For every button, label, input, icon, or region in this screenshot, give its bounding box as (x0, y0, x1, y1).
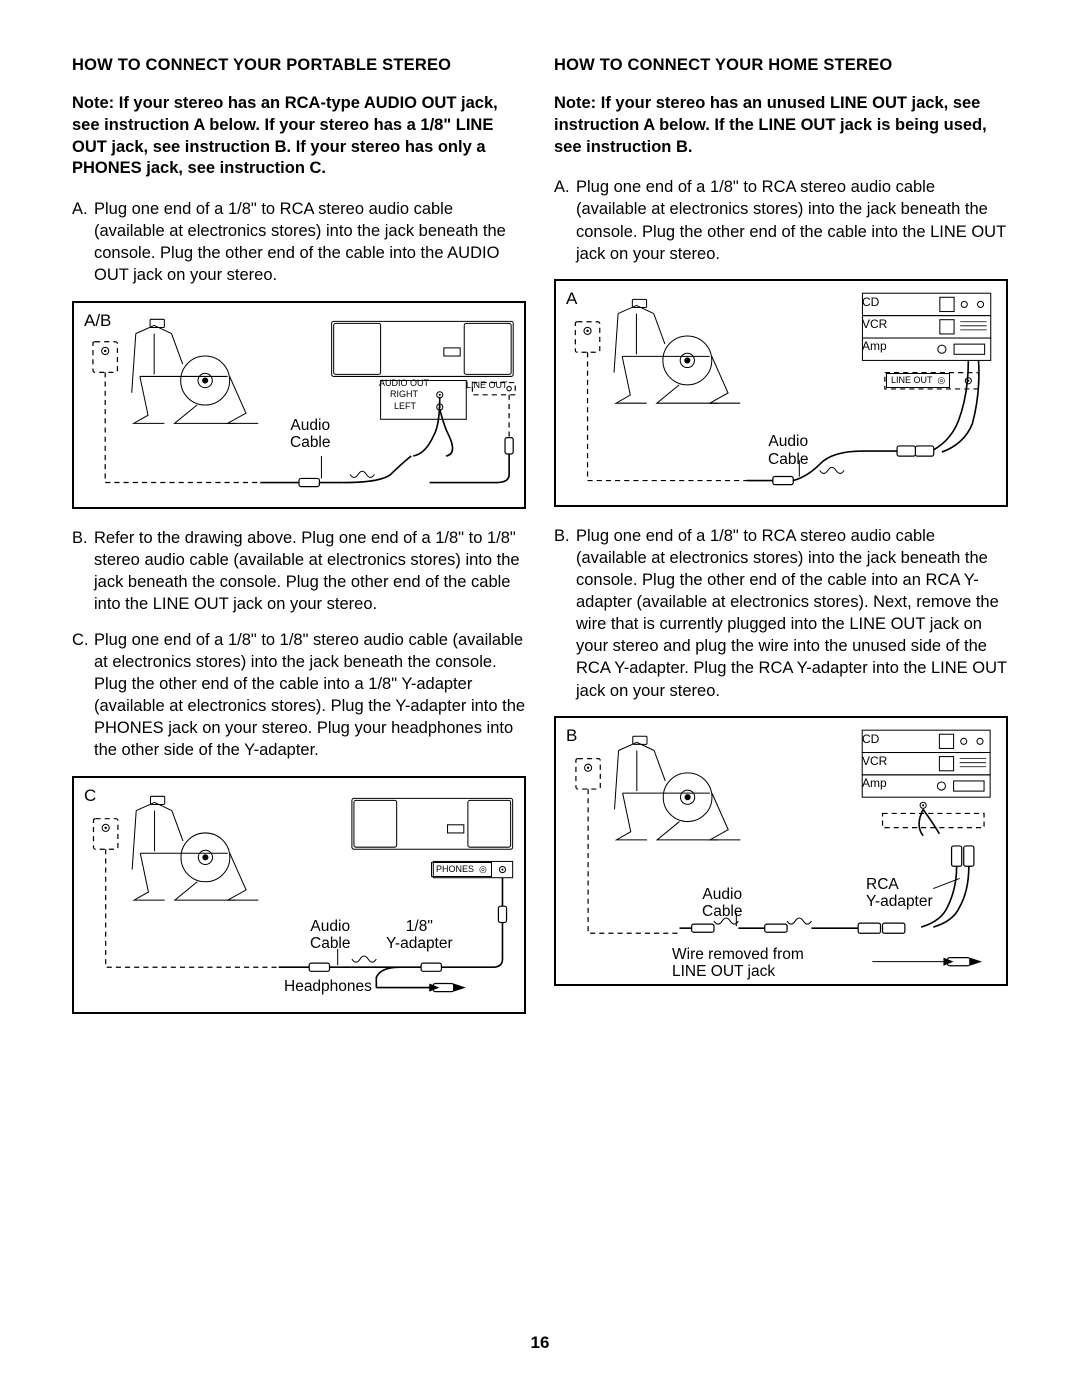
left-column: HOW TO CONNECT YOUR PORTABLE STEREO Note… (72, 56, 526, 1032)
step-letter: A. (554, 176, 576, 198)
label-amp: Amp (862, 776, 887, 790)
left-step-a: A. Plug one end of a 1/8" to RCA stereo … (72, 198, 526, 286)
left-steps: A. Plug one end of a 1/8" to RCA stereo … (72, 198, 526, 286)
label-audio-cable: AudioCable (768, 433, 809, 469)
step-text: Plug one end of a 1/8" to RCA stereo aud… (94, 198, 526, 286)
label-y-adapter: 1/8"Y-adapter (386, 918, 453, 954)
diagram-corner-label: A (566, 289, 577, 309)
label-headphones: Headphones (284, 978, 372, 996)
right-heading: HOW TO CONNECT YOUR HOME STEREO (554, 56, 1008, 75)
label-audio-cable: AudioCable (702, 886, 743, 922)
left-steps-bc: B. Refer to the drawing above. Plug one … (72, 527, 526, 762)
step-letter: A. (72, 198, 94, 220)
right-step-a: A. Plug one end of a 1/8" to RCA stereo … (554, 176, 1008, 264)
label-amp: Amp (862, 339, 887, 353)
step-letter: B. (72, 527, 94, 549)
diagram-b-home: B (554, 716, 1008, 986)
label-cd: CD (862, 295, 879, 309)
left-note: Note: If your stereo has an RCA-type AUD… (72, 93, 526, 180)
right-step-b: B. Plug one end of a 1/8" to RCA stereo … (554, 525, 1008, 702)
step-text: Plug one end of a 1/8" to 1/8" stereo au… (94, 629, 526, 762)
diagram-corner-label: A/B (84, 311, 111, 331)
right-column: HOW TO CONNECT YOUR HOME STEREO Note: If… (554, 56, 1008, 1032)
label-audio-out: AUDIO OUT (379, 378, 429, 388)
label-rca-y: RCAY-adapter (866, 876, 933, 912)
label-vcr: VCR (862, 754, 887, 768)
diagram-b-home-svg (556, 718, 1006, 984)
diagram-ab-portable: A/B (72, 301, 526, 509)
page-number: 16 (0, 1333, 1080, 1353)
diagram-corner-label: B (566, 726, 577, 746)
label-wire-removed: Wire removed fromLINE OUT jack (672, 946, 804, 982)
left-step-b: B. Refer to the drawing above. Plug one … (72, 527, 526, 615)
label-vcr: VCR (862, 317, 887, 331)
diagram-c-svg (74, 778, 524, 1012)
step-letter: B. (554, 525, 576, 547)
step-text: Plug one end of a 1/8" to RCA stereo aud… (576, 525, 1008, 702)
diagram-corner-label: C (84, 786, 96, 806)
right-steps-a: A. Plug one end of a 1/8" to RCA stereo … (554, 176, 1008, 264)
label-left: LEFT (394, 401, 416, 411)
label-phones: PHONES ◎ (431, 861, 492, 879)
diagram-c-portable: C (72, 776, 526, 1014)
diagram-ab-svg (74, 303, 524, 507)
manual-page: HOW TO CONNECT YOUR PORTABLE STEREO Note… (0, 0, 1080, 1397)
left-heading: HOW TO CONNECT YOUR PORTABLE STEREO (72, 56, 526, 75)
diagram-a-home: A (554, 279, 1008, 507)
label-cd: CD (862, 732, 879, 746)
right-steps-b: B. Plug one end of a 1/8" to RCA stereo … (554, 525, 1008, 702)
step-text: Refer to the drawing above. Plug one end… (94, 527, 526, 615)
label-line-out: LINE OUT ◎ (886, 372, 950, 390)
label-line-out: LINE OUT (466, 380, 508, 390)
left-step-c: C. Plug one end of a 1/8" to 1/8" stereo… (72, 629, 526, 762)
step-letter: C. (72, 629, 94, 651)
step-text: Plug one end of a 1/8" to RCA stereo aud… (576, 176, 1008, 264)
right-note: Note: If your stereo has an unused LINE … (554, 93, 1008, 158)
label-audio-cable: AudioCable (310, 918, 351, 954)
label-right: RIGHT (390, 389, 418, 399)
label-audio-cable: AudioCable (290, 417, 331, 453)
diagram-a-home-svg (556, 281, 1006, 505)
two-column-layout: HOW TO CONNECT YOUR PORTABLE STEREO Note… (72, 56, 1008, 1032)
